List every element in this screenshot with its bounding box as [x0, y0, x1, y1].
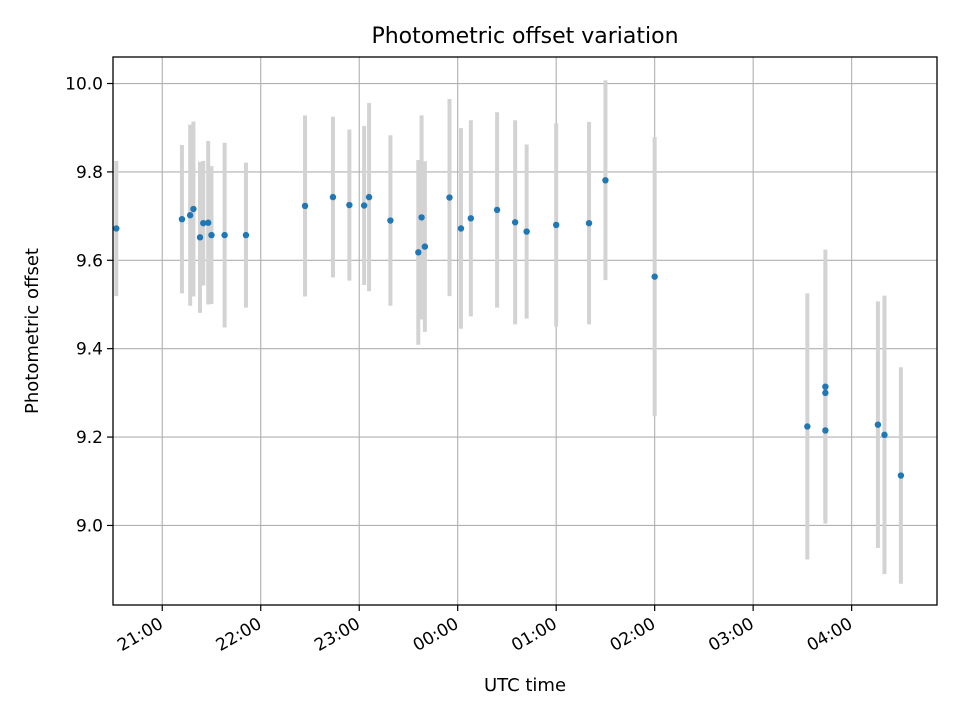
- data-points: [113, 177, 905, 479]
- data-point: [178, 215, 186, 223]
- data-point: [387, 217, 394, 224]
- data-point: [418, 214, 425, 221]
- data-point: [346, 201, 353, 209]
- y-tick-label: 9.6: [76, 251, 103, 271]
- data-point: [651, 273, 658, 280]
- data-point: [301, 202, 309, 210]
- data-point: [511, 219, 519, 226]
- data-point: [585, 219, 593, 227]
- data-point: [467, 215, 475, 222]
- data-point: [329, 193, 337, 201]
- data-point: [457, 225, 465, 232]
- data-point: [874, 421, 882, 428]
- y-tick-label: 10.0: [65, 75, 103, 95]
- data-point: [822, 389, 829, 397]
- y-tick-label: 9.0: [76, 516, 103, 536]
- data-point: [523, 228, 530, 235]
- data-point: [552, 221, 560, 229]
- data-point: [493, 206, 501, 214]
- y-tick-label: 9.2: [76, 428, 103, 448]
- data-point: [208, 231, 215, 239]
- y-axis-label: Photometric offset: [22, 248, 43, 414]
- data-point: [897, 472, 905, 479]
- chart-title: Photometric offset variation: [371, 24, 678, 49]
- data-point: [205, 219, 212, 226]
- data-point: [822, 427, 829, 434]
- data-point: [415, 249, 422, 256]
- data-point: [421, 243, 429, 250]
- data-point: [365, 193, 373, 201]
- y-tick-label: 9.8: [76, 163, 103, 183]
- y-tick-label: 9.4: [76, 340, 103, 360]
- data-point: [190, 205, 197, 213]
- data-point: [822, 383, 829, 390]
- data-point: [113, 225, 120, 232]
- data-point: [446, 194, 453, 201]
- y-axis-ticks: 9.0 9.2 9.4 9.6 9.8 10.0: [65, 75, 113, 536]
- plot-frame: [112, 56, 938, 606]
- data-point: [186, 212, 194, 219]
- data-point: [360, 202, 368, 209]
- data-point: [804, 423, 811, 430]
- data-point: [221, 231, 228, 239]
- data-point: [200, 219, 207, 227]
- data-point: [602, 177, 609, 184]
- data-point: [242, 231, 250, 239]
- data-point: [196, 234, 204, 241]
- x-axis-label: UTC time: [484, 675, 566, 696]
- data-point: [881, 431, 888, 439]
